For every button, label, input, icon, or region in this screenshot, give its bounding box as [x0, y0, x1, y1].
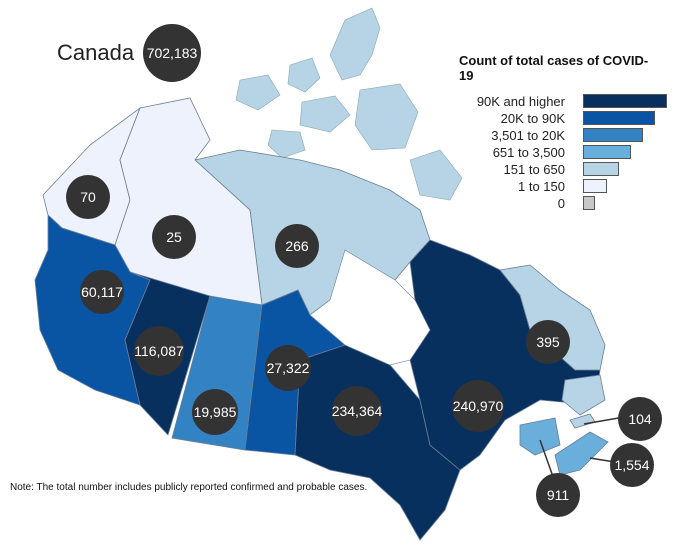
bubble-alberta: 116,087 [134, 326, 184, 376]
bubble-ontario: 234,364 [332, 386, 382, 436]
legend-item: 3,501 to 20K [459, 128, 669, 143]
bubble-new-brunswick: 911 [536, 473, 580, 517]
region-nunavut-islands [329, 7, 381, 81]
legend-label: 651 to 3,500 [492, 145, 565, 160]
bubble-yukon: 70 [66, 175, 110, 219]
legend-label: 1 to 150 [518, 179, 565, 194]
legend-label: 3,501 to 20K [491, 128, 565, 143]
bubble-saskatchewan: 19,985 [192, 389, 238, 435]
region-nova-scotia [554, 431, 609, 476]
legend-item: 20K to 90K [459, 111, 669, 126]
legend-swatch [583, 196, 595, 210]
bubble-british-columbia: 60,117 [80, 270, 124, 314]
country-total-bubble: 702,183 [143, 24, 201, 82]
hudson-bay [309, 249, 431, 366]
legend-item: 0 [459, 196, 669, 211]
legend-label: 20K to 90K [500, 111, 565, 126]
legend-item: 90K and higher [459, 94, 669, 109]
legend-item: 651 to 3,500 [459, 145, 669, 160]
legend-item: 1 to 150 [459, 179, 669, 194]
legend-label: 151 to 650 [503, 162, 565, 177]
legend-swatch [583, 111, 655, 125]
country-label: Canada [57, 40, 135, 65]
bubble-prince-edward-island: 104 [618, 397, 662, 441]
legend-swatch [583, 145, 631, 159]
legend-swatch [583, 162, 619, 176]
legend-label: 90K and higher [476, 94, 565, 109]
bubble-nova-scotia: 1,554 [610, 443, 654, 487]
legend-swatch [583, 94, 667, 108]
bubble-manitoba: 27,322 [265, 345, 311, 391]
footnote: Note: The total number includes publicly… [10, 482, 368, 493]
legend-swatch [583, 179, 607, 193]
arctic-islands [235, 7, 463, 201]
region-prince-edward-island [569, 413, 596, 429]
bubble-quebec: 240,970 [452, 380, 504, 432]
legend-title: Count of total cases of COVID-19 [459, 53, 649, 83]
region-new-brunswick [519, 417, 561, 456]
region-newfoundland-and-labrador [499, 264, 606, 371]
bubble-northwest-territories: 25 [152, 215, 196, 259]
bubble-newfoundland-and-labrador: 395 [526, 320, 570, 364]
legend-item: 151 to 650 [459, 162, 669, 177]
bubble-nunavut: 266 [275, 224, 319, 268]
legend-label: 0 [557, 196, 565, 211]
legend-swatch [583, 128, 643, 142]
